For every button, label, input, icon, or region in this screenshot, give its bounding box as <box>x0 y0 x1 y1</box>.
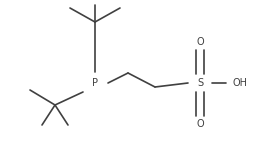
Text: O: O <box>196 119 204 129</box>
Text: OH: OH <box>233 78 248 88</box>
Text: S: S <box>197 78 203 88</box>
Text: O: O <box>196 37 204 47</box>
Text: P: P <box>92 78 98 88</box>
